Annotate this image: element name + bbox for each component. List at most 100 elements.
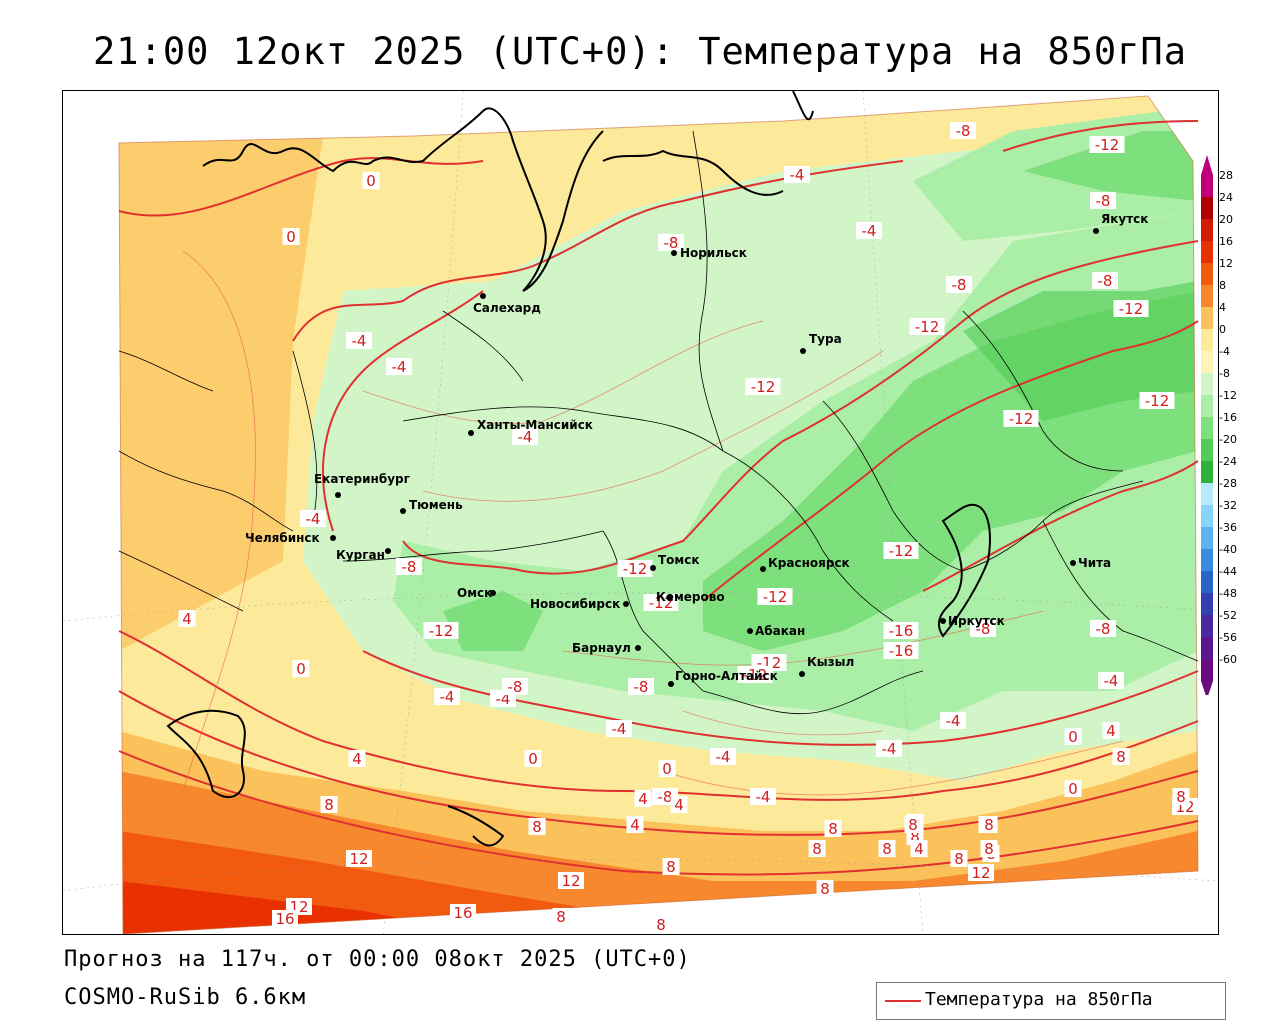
contour-label: 4 <box>630 816 640 834</box>
colorbar-tick-label: 24 <box>1219 191 1233 204</box>
contour-label: 8 <box>666 858 676 876</box>
colorbar-swatch <box>1201 439 1213 461</box>
contour-label: 8 <box>324 796 334 814</box>
contour-label: -8 <box>952 276 967 294</box>
contour-label: -4 <box>612 720 627 738</box>
colorbar-tick-label: 28 <box>1219 169 1233 182</box>
caspian-fragment <box>166 709 246 798</box>
city-label: Новосибирск <box>530 597 620 611</box>
contour-label: -8 <box>508 678 523 696</box>
contour-label: 8 <box>828 820 838 838</box>
contour-label-bg <box>634 790 652 807</box>
contour-label-bg <box>824 820 842 837</box>
colorbar-tick-label: 16 <box>1219 235 1233 248</box>
contour-label: 4 <box>1106 722 1116 740</box>
contour-label-bg <box>1003 410 1039 427</box>
city-label: Кызыл <box>807 655 854 669</box>
city-label: Тура <box>809 332 842 346</box>
contour-label-bg <box>878 840 896 857</box>
city-dot <box>1070 560 1076 566</box>
contour-label-bg <box>1064 780 1082 797</box>
colorbar-swatch <box>1201 505 1213 527</box>
colorbar-bottom-arrow <box>1201 681 1213 699</box>
contour-label: -8 <box>976 620 991 638</box>
colorbar-swatch <box>1201 285 1213 307</box>
contour-label-bg <box>737 666 773 683</box>
contour-label: -12 <box>743 666 768 684</box>
contour-label: 4 <box>638 790 648 808</box>
contour-label: -12 <box>623 560 648 578</box>
city-label: Тюмень <box>409 498 463 512</box>
contour-label-bg <box>980 816 998 833</box>
contour-label-bg <box>710 748 736 765</box>
contour-label-bg <box>904 816 922 833</box>
contour-label-bg <box>1092 272 1118 289</box>
city-label: Абакан <box>755 624 805 638</box>
contour-label: -12 <box>649 594 674 612</box>
city-dot <box>671 250 677 256</box>
colorbar: 28 24 20 16 12 8 4 0 -4 -8 -12 -16 -20 -24 -28 -32 -36 -4… <box>1201 155 1280 699</box>
colorbar-swatch <box>1201 263 1213 285</box>
contour-label-bg <box>980 840 998 857</box>
city-label: Якутск <box>1101 212 1148 226</box>
contour-label: -4 <box>882 740 897 758</box>
city-dot <box>747 628 753 634</box>
city-label: Барнаул <box>572 641 631 655</box>
contour-label-bg <box>1089 136 1125 153</box>
colorbar-tick-label: -60 <box>1219 653 1237 666</box>
colorbar-swatch <box>1201 615 1213 637</box>
contour-label-bg <box>968 864 994 881</box>
city-label: Салехард <box>473 301 541 315</box>
city-dot <box>623 601 629 607</box>
contour-label: 8 <box>882 840 892 858</box>
contour-label: -12 <box>1095 136 1120 154</box>
contour-label-bg <box>808 840 826 857</box>
contour-label-bg <box>970 620 996 637</box>
city-label: Кемерово <box>656 590 725 604</box>
colorbar-tick-label: -48 <box>1219 587 1237 600</box>
legend-line-swatch <box>885 1000 921 1002</box>
isotherm-lines <box>118 120 1199 876</box>
contour-label-bg <box>950 122 976 139</box>
contour-label: 8 <box>532 818 542 836</box>
contour-label: -8 <box>956 122 971 140</box>
colorbar-tick-label: -52 <box>1219 609 1237 622</box>
contour-label-bg <box>662 858 680 875</box>
colorbar-swatch <box>1201 417 1213 439</box>
contour-label: -12 <box>889 542 914 560</box>
city-dot <box>330 535 336 541</box>
contour-label-bg <box>320 796 338 813</box>
city-dot <box>400 508 406 514</box>
colorbar-tick-label: -24 <box>1219 455 1237 468</box>
lake-baikal <box>937 503 991 638</box>
contour-label-bg <box>1098 672 1124 689</box>
contour-label: 12 <box>561 872 580 890</box>
colorbar-tick-label: -40 <box>1219 543 1237 556</box>
contour-label: -16 <box>889 642 914 660</box>
contour-label: -12 <box>763 588 788 606</box>
city-label: Горно-Алтайск <box>675 669 778 683</box>
contour-label-bg <box>745 378 781 395</box>
contour-label-bg <box>658 234 684 251</box>
contour-label: -4 <box>306 510 321 528</box>
contour-label-bg <box>658 760 676 777</box>
contour-label: -8 <box>658 788 673 806</box>
colorbar-tick-label: -8 <box>1219 367 1230 380</box>
contour-label-bg <box>1139 392 1175 409</box>
model-name: COSMO-RuSib 6.6км <box>64 985 307 1010</box>
contour-label-bg <box>1112 748 1130 765</box>
contour-label: 12 <box>349 850 368 868</box>
contour-label-bg <box>434 688 460 705</box>
coastlines <box>166 91 991 847</box>
contour-label: -12 <box>429 622 454 640</box>
contour-label-bg <box>524 750 542 767</box>
contour-label: 0 <box>528 750 538 768</box>
city-label: Екатеринбург <box>314 472 410 486</box>
colorbar-tick-label: -32 <box>1219 499 1237 512</box>
city-dot <box>480 293 486 299</box>
contour-label-bg <box>883 542 919 559</box>
contour-label-bg <box>1113 300 1149 317</box>
city-label: Норильск <box>680 246 747 260</box>
colorbar-tick-label: -56 <box>1219 631 1237 644</box>
contour-label-bg <box>292 660 310 677</box>
